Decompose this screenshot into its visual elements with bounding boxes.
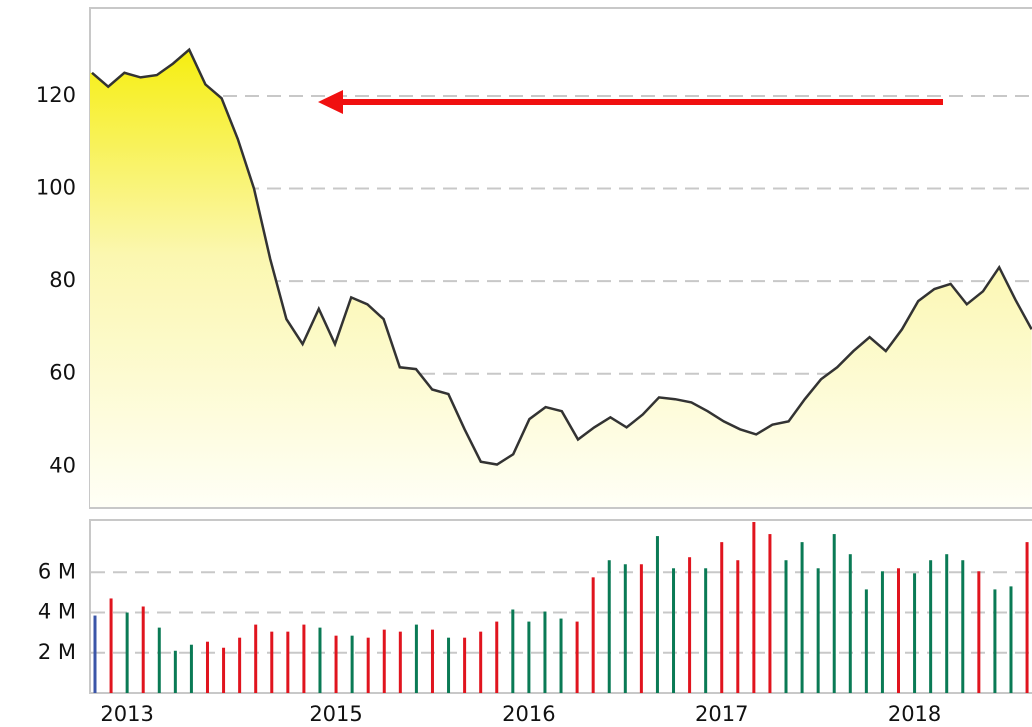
arrow-head	[318, 90, 343, 114]
y-tick-label: 120	[36, 83, 76, 107]
y-tick-label: 4 M	[38, 600, 76, 624]
y-tick-label: 2 M	[38, 640, 76, 664]
volume-bar	[1025, 542, 1029, 693]
volume-bar	[125, 612, 129, 693]
volume-bar	[366, 637, 370, 693]
volume-bar	[848, 554, 852, 693]
volume-bar	[929, 560, 933, 693]
area-fill	[90, 49, 1032, 507]
volume-bar	[945, 554, 949, 693]
volume-bar	[447, 637, 451, 693]
volume-bar	[784, 560, 788, 693]
volume-bar	[816, 568, 820, 693]
volume-bar	[559, 618, 563, 693]
volume-bar	[752, 522, 756, 693]
volume-bar	[414, 624, 418, 693]
volume-bar	[173, 650, 177, 693]
volume-bar	[382, 629, 386, 693]
x-tick-label: 2015	[309, 702, 362, 726]
volume-bar	[286, 631, 290, 693]
volume-bar	[832, 534, 836, 693]
volume-bar	[639, 564, 643, 693]
volume-bar	[607, 560, 611, 693]
volume-bar	[880, 571, 884, 693]
price-line	[91, 47, 1032, 466]
volume-bar	[109, 598, 113, 693]
volume-bar	[350, 635, 354, 693]
volume-bar	[961, 560, 965, 693]
volume-bar	[897, 568, 900, 693]
volume-bar	[93, 615, 97, 693]
volume-bar	[254, 624, 258, 693]
volume-bar	[189, 644, 193, 693]
volume-bar	[463, 637, 467, 693]
x-tick-label: 2013	[100, 702, 153, 726]
volume-bar	[688, 557, 692, 693]
volume-bar	[623, 564, 627, 693]
volume-bar	[479, 631, 483, 693]
volume-bar	[495, 621, 499, 693]
volume-bar	[575, 621, 579, 693]
volume-bar	[800, 542, 804, 693]
volume-bar	[238, 637, 242, 693]
y-tick-label: 100	[36, 176, 76, 200]
volume-bar	[913, 573, 917, 693]
volume-bar	[977, 571, 981, 693]
volume-bar	[141, 606, 145, 693]
volume-bar	[768, 534, 772, 693]
volume-bar	[334, 635, 338, 693]
y-tick-label: 60	[49, 361, 76, 385]
volume-bar	[270, 631, 274, 693]
volume-bar	[430, 629, 434, 693]
y-tick-label: 80	[49, 268, 76, 292]
volume-bar	[864, 589, 868, 693]
x-tick-label: 2017	[695, 702, 748, 726]
plot-layer: 40 60 80 100 120 2 M 4 M 6 M 2013 2015 2016 2017 201…	[36, 47, 1032, 726]
volume-bar	[704, 568, 708, 693]
volume-bar	[591, 577, 595, 693]
volume-bar	[222, 647, 226, 693]
volume-bar	[720, 542, 724, 693]
volume-bar	[736, 560, 740, 693]
volume-bar	[302, 624, 306, 693]
volume-bar	[993, 589, 997, 693]
x-tick-label: 2016	[502, 702, 555, 726]
volume-bar	[511, 609, 515, 693]
volume-bar	[543, 611, 547, 693]
volume-bar	[318, 627, 322, 693]
y-tick-label: 6 M	[38, 559, 76, 583]
volume-bar	[1009, 586, 1013, 693]
volume-bar	[672, 568, 676, 693]
volume-bar	[205, 641, 209, 693]
volume-bar	[527, 621, 531, 693]
volume-bar	[398, 631, 402, 693]
volume-bar	[655, 536, 659, 693]
volume-bar	[157, 627, 161, 693]
x-tick-label: 2018	[888, 702, 941, 726]
y-tick-label: 40	[49, 453, 76, 477]
